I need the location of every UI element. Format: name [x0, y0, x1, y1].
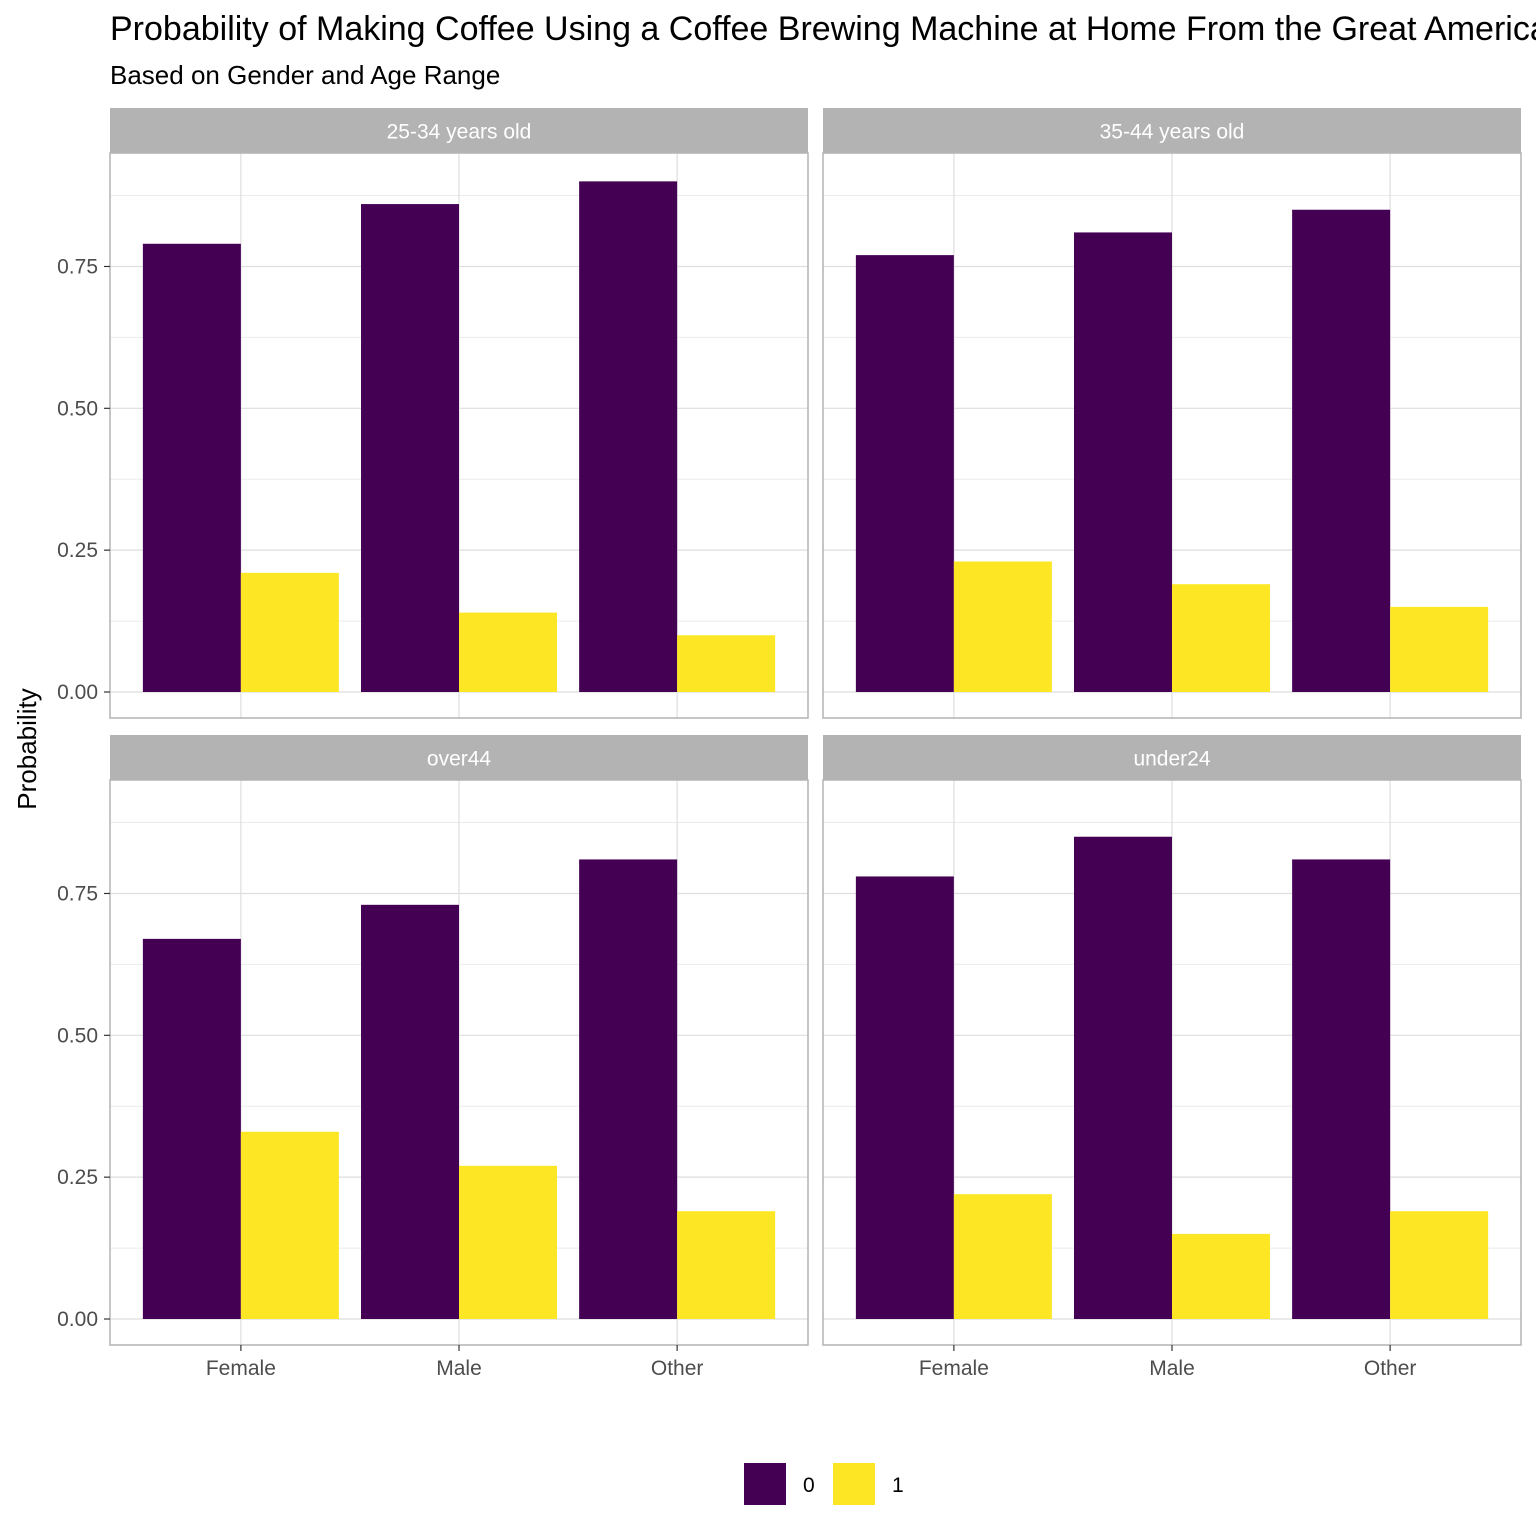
bar-series-1 [240, 572, 339, 692]
bar-series-0 [579, 859, 678, 1319]
legend-key-0 [744, 1463, 786, 1505]
legend-label: 1 [892, 1474, 904, 1497]
bar-series-1 [1390, 1211, 1489, 1319]
bar-series-1 [953, 561, 1052, 692]
x-tick-label: Male [1149, 1357, 1195, 1380]
facets-layer: 25-34 years old 0.00 0.25 0.50 0.75 35-44 yea… [57, 108, 1522, 1380]
facet-panel: under24 Female Male Other [822, 735, 1522, 1380]
legend-label: 0 [803, 1474, 815, 1497]
y-tick-label: 0.25 [57, 539, 98, 562]
bar-series-0 [361, 904, 459, 1319]
y-tick-label: 0.25 [57, 1166, 98, 1189]
facet-panel: 25-34 years old 0.00 0.25 0.50 0.75 [57, 108, 809, 719]
facet-strip-label: over44 [427, 748, 492, 771]
facet-strip [110, 735, 808, 780]
chart-subtitle: Based on Gender and Age Range [110, 60, 500, 90]
y-tick-label: 0.50 [57, 397, 98, 420]
legend-key-1 [833, 1463, 875, 1505]
y-tick-label: 0.50 [57, 1024, 98, 1047]
panel-border [109, 152, 809, 719]
bar-series-0 [1292, 209, 1391, 692]
bar-series-0 [361, 204, 459, 692]
bar-series-0 [1074, 232, 1172, 692]
bar-series-0 [579, 181, 678, 693]
bar-series-1 [240, 1131, 339, 1319]
facet-strip [823, 108, 1521, 153]
bar-series-1 [953, 1194, 1052, 1319]
facet-strip-label: 35-44 years old [1100, 121, 1245, 144]
bar-series-1 [1172, 1233, 1270, 1319]
x-tick-label: Other [1364, 1357, 1417, 1380]
facet-strip-label: 25-34 years old [387, 121, 532, 144]
x-tick-label: Other [651, 1357, 704, 1380]
facet-panel: 35-44 years old [822, 108, 1522, 719]
x-tick-label: Female [206, 1357, 276, 1380]
bar-series-0 [855, 876, 954, 1319]
bar-series-1 [677, 1211, 776, 1319]
facet-strip-label: under24 [1133, 748, 1210, 771]
bar-series-1 [1172, 584, 1270, 692]
chart-title: Probability of Making Coffee Using a Cof… [110, 10, 1536, 48]
bar-series-0 [1292, 859, 1391, 1319]
bar-series-0 [142, 243, 241, 693]
bar-series-0 [142, 938, 241, 1319]
facet-strip [823, 735, 1521, 780]
y-axis-title: Probability [12, 688, 42, 809]
bar-series-0 [855, 255, 954, 692]
panel-border [822, 152, 1522, 719]
facet-strip [110, 108, 808, 153]
x-tick-label: Male [436, 1357, 482, 1380]
x-tick-label: Female [919, 1357, 989, 1380]
bar-series-1 [677, 635, 776, 692]
y-tick-label: 0.00 [57, 681, 98, 704]
facet-panel: over44 0.00 0.25 0.50 0.75 Female Male Other [57, 735, 809, 1380]
bar-series-1 [459, 612, 557, 692]
y-tick-label: 0.00 [57, 1308, 98, 1331]
y-tick-label: 0.75 [57, 882, 98, 905]
bar-series-1 [1390, 606, 1489, 692]
bar-series-1 [459, 1165, 557, 1319]
y-tick-label: 0.75 [57, 255, 98, 278]
bar-series-0 [1074, 836, 1172, 1319]
